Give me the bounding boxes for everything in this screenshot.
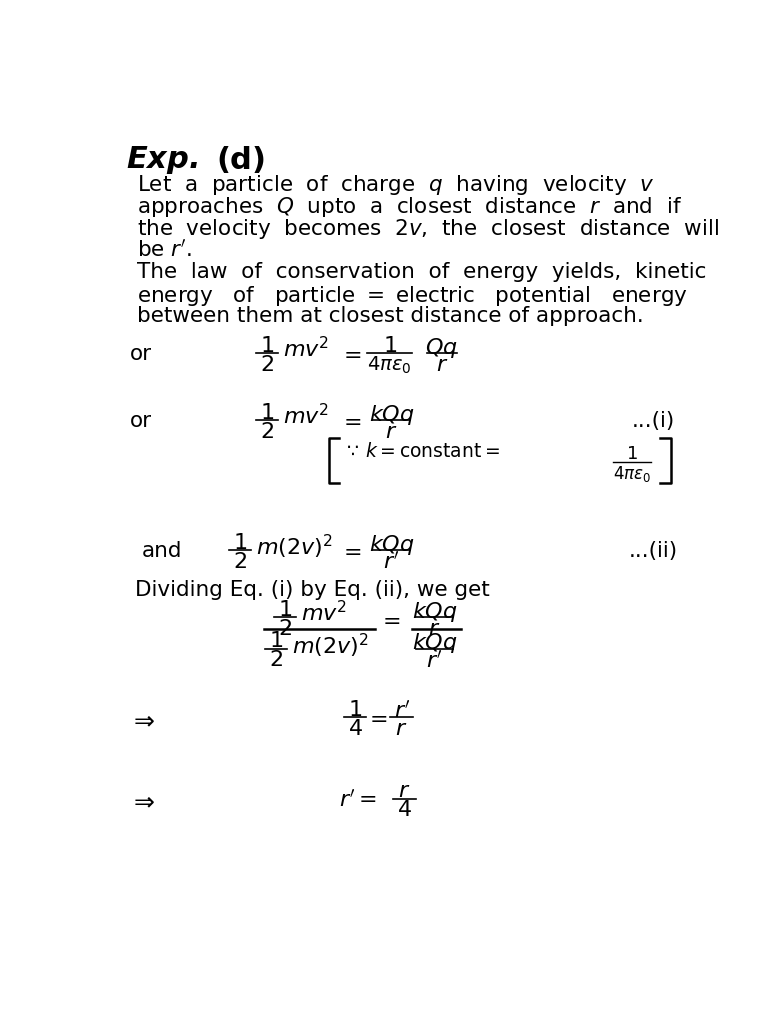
Text: $1$: $1$ — [626, 445, 638, 463]
Text: between them at closest distance of approach.: between them at closest distance of appr… — [137, 306, 644, 326]
Text: $1$: $1$ — [260, 336, 274, 355]
Text: $r$: $r$ — [435, 354, 448, 375]
Text: $r' =$: $r' =$ — [339, 790, 377, 811]
Text: $mv^2$: $mv^2$ — [283, 402, 329, 428]
Text: $1$: $1$ — [383, 336, 397, 355]
Text: or: or — [130, 411, 151, 431]
Text: $r$: $r$ — [398, 781, 411, 801]
Text: $=$: $=$ — [365, 708, 388, 728]
Text: $kQq$: $kQq$ — [411, 600, 457, 624]
Text: $mv^2$: $mv^2$ — [283, 336, 329, 361]
Text: or: or — [130, 344, 151, 364]
Text: $=$: $=$ — [340, 344, 362, 364]
Text: $1$: $1$ — [269, 632, 283, 651]
Text: the  velocity  becomes  2$v$,  the  closest  distance  will: the velocity becomes 2$v$, the closest d… — [137, 217, 720, 242]
Text: $4$: $4$ — [347, 719, 362, 739]
Text: $r$: $r$ — [428, 618, 441, 639]
Text: ...(i): ...(i) — [631, 411, 675, 431]
Text: $r'$: $r'$ — [384, 552, 400, 573]
Text: $\because\, k = \mathrm{constant} =$: $\because\, k = \mathrm{constant} =$ — [343, 441, 500, 461]
Text: $2$: $2$ — [260, 422, 274, 441]
Text: $r$: $r$ — [385, 422, 398, 441]
Text: $kQq$: $kQq$ — [368, 402, 415, 427]
Text: $=$: $=$ — [340, 541, 362, 561]
Text: $\mathbf{(d)}$: $\mathbf{(d)}$ — [216, 144, 266, 175]
Text: $1$: $1$ — [260, 402, 274, 423]
Text: $\Rightarrow$: $\Rightarrow$ — [130, 790, 156, 813]
Text: The  law  of  conservation  of  energy  yields,  kinetic: The law of conservation of energy yields… — [137, 262, 706, 282]
Text: $r'$: $r'$ — [426, 650, 442, 672]
Text: $4$: $4$ — [397, 800, 412, 820]
Text: $4\pi\varepsilon_0$: $4\pi\varepsilon_0$ — [613, 464, 651, 484]
Text: $1$: $1$ — [278, 600, 292, 620]
Text: $1$: $1$ — [348, 700, 362, 720]
Text: $\bfit{Exp.}$: $\bfit{Exp.}$ — [127, 144, 198, 176]
Text: $kQq$: $kQq$ — [411, 632, 457, 655]
Text: $r'$: $r'$ — [394, 700, 410, 722]
Text: $m(2v)^2$: $m(2v)^2$ — [256, 532, 333, 561]
Text: ...(ii): ...(ii) — [628, 541, 678, 561]
Text: approaches  $Q$  upto  a  closest  distance  $r$  and  if: approaches $Q$ upto a closest distance $… — [137, 196, 682, 219]
Text: $2$: $2$ — [233, 552, 247, 571]
Text: Let  a  particle  of  charge  $q$  having  velocity  $v$: Let a particle of charge $q$ having velo… — [137, 173, 655, 198]
Text: $=$: $=$ — [340, 411, 362, 431]
Text: and: and — [141, 541, 182, 561]
Text: $mv^2$: $mv^2$ — [301, 600, 347, 625]
Text: be $r'$.: be $r'$. — [137, 240, 192, 261]
Text: energy   of   particle $=$ electric   potential   energy: energy of particle $=$ electric potentia… — [137, 284, 688, 308]
Text: $4\pi\varepsilon_0$: $4\pi\varepsilon_0$ — [367, 354, 412, 376]
Text: $2$: $2$ — [278, 618, 292, 639]
Text: $r$: $r$ — [395, 719, 408, 739]
Text: $\Rightarrow$: $\Rightarrow$ — [130, 708, 156, 732]
Text: $=$: $=$ — [378, 609, 401, 630]
Text: $Qq$: $Qq$ — [425, 336, 458, 359]
Text: $2$: $2$ — [260, 354, 274, 375]
Text: $kQq$: $kQq$ — [368, 532, 415, 557]
Text: $1$: $1$ — [233, 532, 247, 553]
Text: Dividing Eq. (i) by Eq. (ii), we get: Dividing Eq. (i) by Eq. (ii), we get — [135, 581, 490, 600]
Text: $m(2v)^2$: $m(2v)^2$ — [292, 632, 369, 659]
Text: $2$: $2$ — [269, 650, 283, 671]
